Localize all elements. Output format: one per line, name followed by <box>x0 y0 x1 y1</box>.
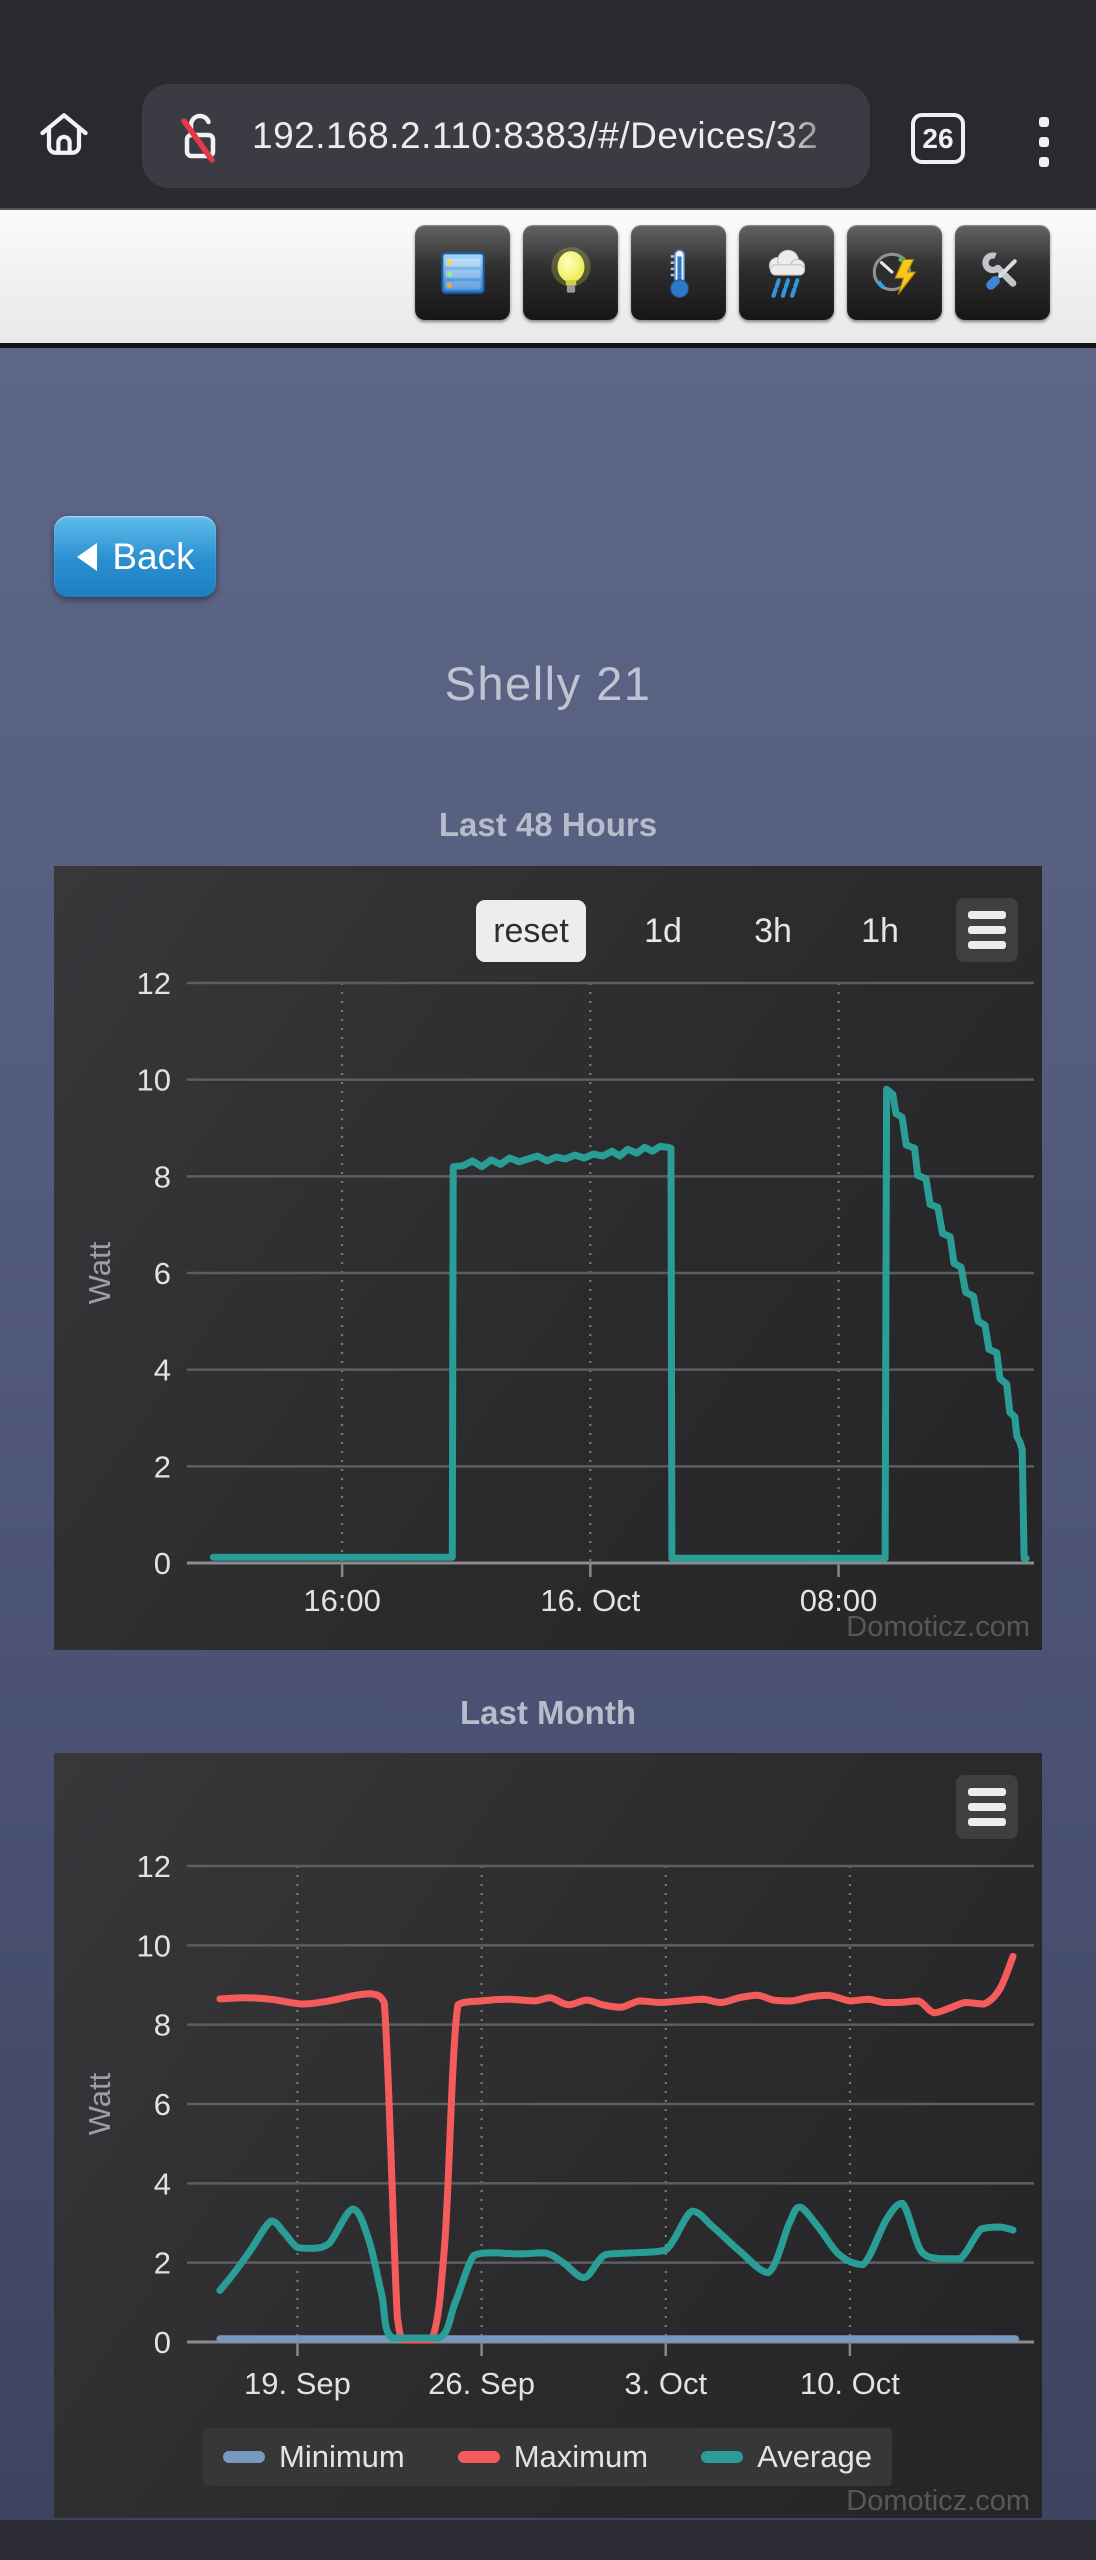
back-button-label: Back <box>112 535 195 577</box>
last-month-chart-panel: 0 2 4 6 8 10 12 19. Sep 26. Sep 3. Oct 10. Oct Watt… <box>54 1753 1042 2518</box>
svg-text:Watt: Watt <box>82 2072 117 2135</box>
toolbar-buttons <box>415 225 1050 320</box>
weather-icon <box>768 249 805 298</box>
legend-label: Minimum <box>279 2439 405 2474</box>
svg-text:16:00: 16:00 <box>303 1583 381 1618</box>
device-title: Shelly 21 <box>444 657 652 710</box>
hamburger-icon <box>968 1803 1006 1811</box>
hamburger-icon <box>968 1788 1006 1796</box>
minimum-swatch <box>223 2451 265 2463</box>
reset-zoom-button[interactable]: reset <box>476 900 586 962</box>
menu-dot <box>1039 157 1049 167</box>
legend-item-average[interactable]: Average <box>701 2439 872 2475</box>
menu-dot <box>1039 117 1049 127</box>
legend-label: Average <box>757 2439 872 2474</box>
url-fade <box>780 84 870 188</box>
svg-text:10: 10 <box>137 1063 171 1098</box>
back-arrow-icon <box>77 542 98 571</box>
legend-item-maximum[interactable]: Maximum <box>457 2439 649 2475</box>
average-swatch <box>701 2451 744 2463</box>
svg-text:12: 12 <box>137 1849 171 1884</box>
browser-menu-button[interactable] <box>1039 117 1049 167</box>
hamburger-icon <box>968 911 1006 919</box>
hamburger-icon <box>968 941 1006 949</box>
maximum-swatch <box>457 2451 500 2463</box>
watermark: Domoticz.com <box>846 1611 1030 1643</box>
range-3h-button[interactable]: 3h <box>754 912 792 950</box>
tab-switcher-button[interactable]: 26 <box>911 113 965 164</box>
light-switches-icon <box>550 246 591 293</box>
browser-top-bar: 192.168.2.110:8383/#/Devices/32 26 <box>0 0 1096 208</box>
legend-label: Maximum <box>513 2439 649 2474</box>
svg-text:Watt: Watt <box>82 1241 117 1304</box>
svg-text:8: 8 <box>154 2008 171 2043</box>
svg-text:4: 4 <box>154 1353 171 1388</box>
toolbar-button-temperature[interactable] <box>631 225 726 320</box>
tab-count: 26 <box>922 122 954 154</box>
range-1d-button[interactable]: 1d <box>644 912 682 950</box>
hamburger-icon <box>968 926 1006 934</box>
utility-meter-icon <box>872 252 917 295</box>
system-navigation-bar <box>0 2520 1096 2560</box>
svg-text:16. Oct: 16. Oct <box>540 1583 640 1618</box>
svg-text:19. Sep: 19. Sep <box>244 2366 351 2401</box>
legend-item-minimum[interactable]: Minimum <box>223 2439 405 2475</box>
toolbar-button-lights[interactable] <box>523 225 618 320</box>
svg-text:8: 8 <box>154 1159 171 1194</box>
app-toolbar <box>0 208 1096 348</box>
svg-text:10: 10 <box>137 1928 171 1963</box>
svg-text:6: 6 <box>154 2087 171 2122</box>
svg-text:2: 2 <box>154 1449 171 1484</box>
last-month-chart[interactable]: 0 2 4 6 8 10 12 19. Sep 26. Sep 3. Oct 10. Oct Watt <box>54 1753 1042 2518</box>
svg-text:3. Oct: 3. Oct <box>624 2366 707 2401</box>
home-button[interactable] <box>34 104 94 164</box>
svg-text:4: 4 <box>154 2166 171 2201</box>
last-48-hours-chart[interactable]: 0 2 4 6 8 10 12 16:00 16. Oct 08:00 Watt <box>54 866 1042 1650</box>
back-button[interactable]: Back <box>54 516 216 597</box>
svg-text:0: 0 <box>154 2325 171 2360</box>
setup-tools-icon <box>981 251 1017 290</box>
url-text: 192.168.2.110:8383/#/Devices/32 <box>252 115 819 156</box>
watermark: Domoticz.com <box>846 2485 1030 2517</box>
svg-text:2: 2 <box>154 2246 171 2281</box>
toolbar-button-setup[interactable] <box>955 225 1050 320</box>
home-icon <box>40 113 88 155</box>
svg-text:12: 12 <box>137 966 171 1001</box>
svg-text:26. Sep: 26. Sep <box>428 2366 535 2401</box>
temperature-icon <box>669 248 689 298</box>
chart-menu-button[interactable] <box>956 898 1018 962</box>
svg-text:10. Oct: 10. Oct <box>800 2366 900 2401</box>
last-48-hours-chart-panel: 0 2 4 6 8 10 12 16:00 16. Oct 08:00 Watt reset 1d … <box>54 866 1042 1650</box>
chart-legend: Minimum Maximum Average <box>203 2428 892 2486</box>
svg-text:08:00: 08:00 <box>800 1583 878 1618</box>
chart-title-last-month: Last Month <box>460 1694 636 1731</box>
range-1h-button[interactable]: 1h <box>861 912 899 950</box>
chart-title-last-48-hours: Last 48 Hours <box>438 806 658 843</box>
hamburger-icon <box>968 1818 1006 1826</box>
menu-dot <box>1039 137 1049 147</box>
svg-text:6: 6 <box>154 1256 171 1291</box>
insecure-lock-icon <box>181 113 216 163</box>
toolbar-button-weather[interactable] <box>739 225 834 320</box>
toolbar-button-utility[interactable] <box>847 225 942 320</box>
page-content: Back Shelly 21 Last 48 Hours 0 2 4 6 8 10 12 16… <box>0 348 1096 2520</box>
toolbar-button-dashboard[interactable] <box>415 225 510 320</box>
svg-text:0: 0 <box>154 1546 171 1581</box>
url-bar[interactable]: 192.168.2.110:8383/#/Devices/32 <box>142 84 870 188</box>
dashboard-icon <box>440 251 485 294</box>
chart-menu-button[interactable] <box>956 1775 1018 1839</box>
